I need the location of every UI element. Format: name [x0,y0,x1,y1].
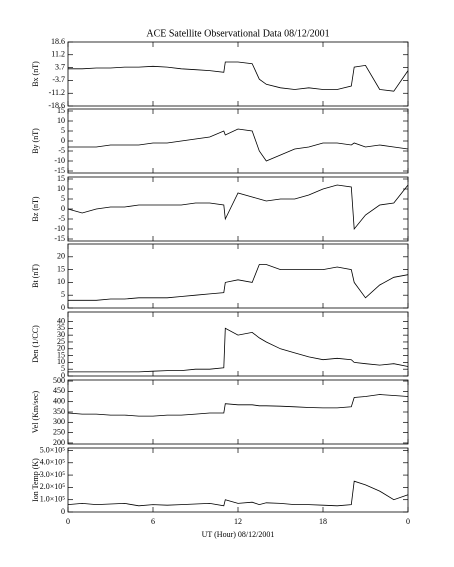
y-tick-label: -10 [54,224,65,233]
y-tick-label: 40 [57,316,65,325]
y-tick-label: 200 [53,438,65,447]
panel-frame [67,41,409,107]
x-tick-label: 0 [406,517,410,526]
y-tick-label: 3.7 [55,62,65,71]
y-tick-label: 350 [53,407,65,416]
panel-frame [67,447,409,513]
y-tick-label: 0 [61,507,65,516]
y-tick-label: 2.0×10⁵ [40,482,66,491]
data-line [67,184,409,231]
y-tick-label: 35 [57,323,65,332]
y-tick-label: 11.2 [51,50,65,59]
chart-title: ACE Satellite Observational Data 08/12/2… [146,28,329,39]
y-axis-label: Bx (nT) [31,61,40,87]
y-tick-label: 20 [57,252,65,261]
y-tick-label: 300 [53,417,65,426]
panel-frame [67,379,409,445]
y-axis-label: By (nT) [31,128,40,154]
y-tick-label: 15 [57,350,65,359]
x-tick-label: 6 [151,517,155,526]
y-tick-label: 25 [57,337,65,346]
y-tick-label: -15 [54,166,65,175]
y-tick-label: 0 [61,371,65,380]
y-tick-label: 5.0×10⁵ [40,445,66,454]
y-tick-label: 30 [57,330,65,339]
panel-frame [67,176,409,242]
y-tick-label: 10 [57,277,65,286]
y-tick-label: 0 [61,204,65,213]
y-tick-label: -5 [58,146,65,155]
y-tick-label: 15 [57,264,65,273]
data-line [67,480,409,507]
y-tick-label: 0 [61,303,65,312]
y-axis-label: Vel (Km/sec) [31,390,40,433]
y-tick-label: 500 [53,376,65,385]
y-tick-label: 4.0×10⁵ [40,458,66,467]
y-tick-label: 250 [53,427,65,436]
y-tick-label: -15 [54,234,65,243]
y-tick-label: 5 [61,126,65,135]
x-axis-label: UT (Hour) 08/12/2001 [202,530,275,539]
x-tick-label: 12 [234,517,242,526]
y-axis-label: Bz (nT) [31,196,40,221]
y-tick-label: 20 [57,344,65,353]
panel-frame [67,243,409,309]
y-tick-label: 5 [61,364,65,373]
panel-frame [67,108,409,174]
data-line [68,128,409,162]
y-tick-label: 0 [61,136,65,145]
y-tick-label: 15 [57,174,65,183]
y-axis-label: Ion Temp (K) [31,458,40,502]
y-axis-label: Bt (nT) [31,264,40,288]
y-tick-label: 400 [53,397,65,406]
data-line [68,61,409,92]
data-line [67,394,409,417]
panel-frame [67,311,409,377]
data-line [68,327,409,373]
y-tick-label: 15 [57,106,65,115]
y-tick-label: 450 [53,386,65,395]
y-tick-label: 5 [61,194,65,203]
y-tick-label: 5 [61,290,65,299]
y-tick-label: 10 [57,184,65,193]
data-line [68,264,409,301]
x-tick-label: 0 [66,517,70,526]
y-axis-label: Den (1/CC) [31,325,40,363]
x-tick-label: 18 [319,517,327,526]
y-tick-label: -10 [54,156,65,165]
y-tick-label: -5 [58,214,65,223]
y-tick-label: -18.6 [48,101,65,110]
y-tick-label: -3.7 [52,75,65,84]
y-tick-label: 18.6 [51,37,65,46]
y-tick-label: 3.0×10⁵ [40,470,66,479]
y-tick-label: -11.2 [49,88,65,97]
y-tick-label: 10 [57,357,65,366]
y-tick-label: 1.0×10⁵ [40,495,66,504]
y-tick-label: 10 [57,116,65,125]
